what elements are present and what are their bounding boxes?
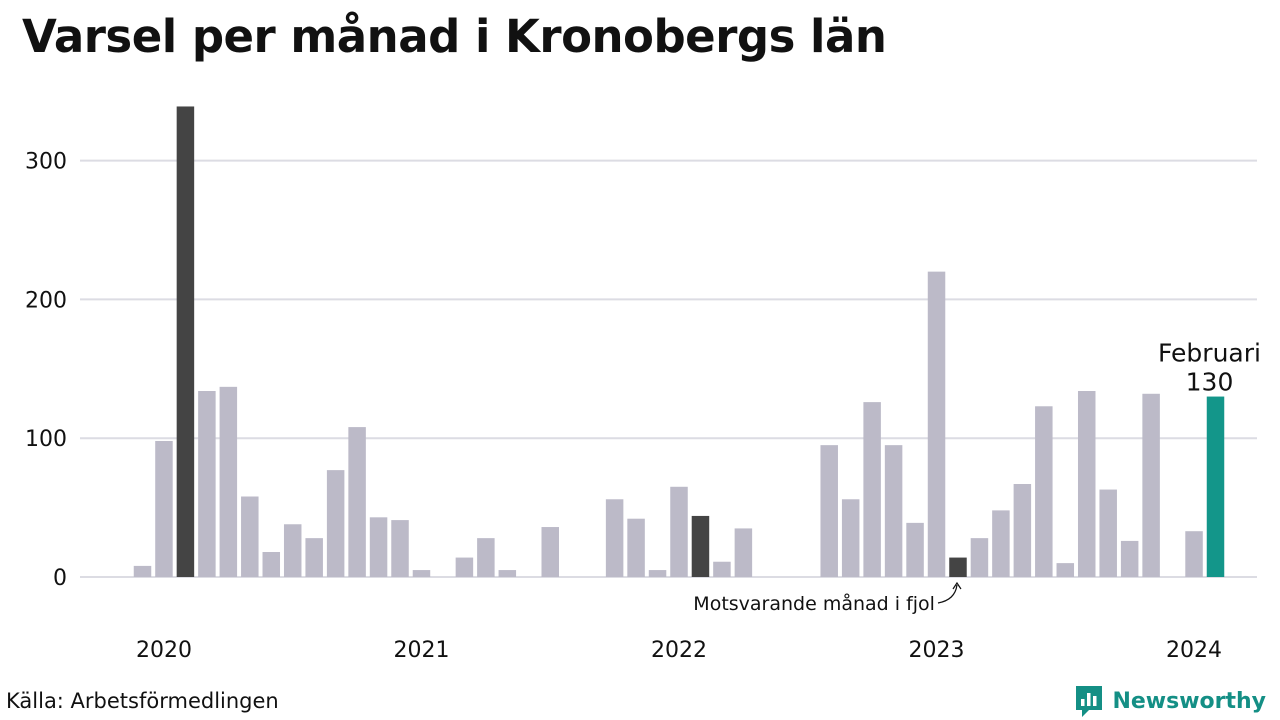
y-tick-label: 100 (25, 427, 67, 452)
bar-2022-03 (713, 561, 731, 577)
bar-2021-07 (541, 527, 559, 577)
bar-2020-11 (369, 517, 388, 577)
highlight-labels: Februari 130 (1158, 339, 1261, 397)
bar-2023-03 (970, 538, 989, 577)
bar-2020-02 (176, 106, 195, 577)
bar-2021-11 (627, 518, 645, 577)
x-tick-label: 2022 (651, 638, 707, 663)
y-axis-tick-labels: 0 100 200 300 (25, 150, 67, 591)
x-tick-label: 2021 (393, 638, 449, 663)
bar-2022-10 (863, 402, 881, 577)
annotation: Motsvarande månad i fjol (693, 581, 962, 615)
bar-2023-09 (1099, 489, 1117, 577)
bar-2022-02 (691, 515, 710, 577)
annotation-arrow (937, 581, 962, 604)
bar-2020-01 (155, 440, 173, 577)
bar-2020-09 (326, 470, 345, 577)
bar-2022-11 (884, 445, 903, 577)
bar-2020-04 (219, 386, 238, 577)
highlight-value-label: 130 (1186, 368, 1234, 397)
x-tick-label: 2024 (1166, 638, 1222, 663)
x-tick-label: 2020 (136, 638, 192, 663)
brand-logo[interactable]: Newsworthy (1074, 684, 1266, 718)
bar-2022-01 (670, 486, 688, 577)
bar-2023-01 (927, 271, 946, 577)
bar-2020-07 (283, 524, 302, 577)
bar-2020-12 (391, 520, 409, 577)
bar-2023-11 (1142, 393, 1160, 577)
bar-2021-05 (498, 570, 517, 577)
highlight-month-label: Februari (1158, 339, 1261, 368)
annotation-text: Motsvarande månad i fjol (693, 592, 935, 615)
y-tick-label: 0 (53, 566, 67, 591)
bar-2019-12 (133, 565, 152, 577)
bar-2023-04 (992, 510, 1010, 577)
bar-2024-01 (1185, 531, 1203, 577)
bar-2022-12 (906, 522, 924, 577)
bars (133, 106, 1225, 577)
bar-2020-03 (198, 391, 216, 577)
x-tick-label: 2023 (909, 638, 965, 663)
x-axis-tick-labels: 2020 2021 2022 2023 2024 (136, 638, 1222, 663)
chart-title: Varsel per månad i Kronobergs län (22, 10, 887, 63)
newsworthy-logo-icon (1076, 686, 1103, 717)
brand-name: Newsworthy (1112, 688, 1266, 714)
bar-2021-04 (477, 538, 495, 577)
bar-2023-08 (1077, 391, 1096, 577)
bar-2023-07 (1056, 563, 1075, 577)
bar-2021-12 (648, 570, 667, 577)
bar-2021-10 (605, 499, 624, 577)
bar-chart: 0 100 200 300 2020 2021 2022 2023 2024 Februari… (25, 106, 1261, 663)
y-tick-label: 300 (25, 150, 67, 175)
y-tick-label: 200 (25, 288, 67, 313)
bar-2020-08 (305, 538, 323, 577)
bar-2021-01 (412, 570, 431, 577)
bar-2022-08 (820, 445, 838, 577)
bar-2023-05 (1013, 484, 1032, 577)
source-note: Källa: Arbetsförmedlingen (6, 689, 279, 713)
bar-2021-03 (455, 557, 474, 577)
bar-2022-04 (734, 528, 753, 577)
bar-2020-10 (348, 427, 366, 577)
bar-2020-05 (241, 496, 259, 577)
bar-2023-02 (949, 557, 967, 577)
bar-2023-06 (1035, 406, 1053, 577)
bar-2024-02 (1206, 396, 1225, 577)
bar-2020-06 (262, 552, 281, 577)
bar-2022-09 (841, 499, 860, 577)
bar-2023-10 (1120, 540, 1139, 577)
